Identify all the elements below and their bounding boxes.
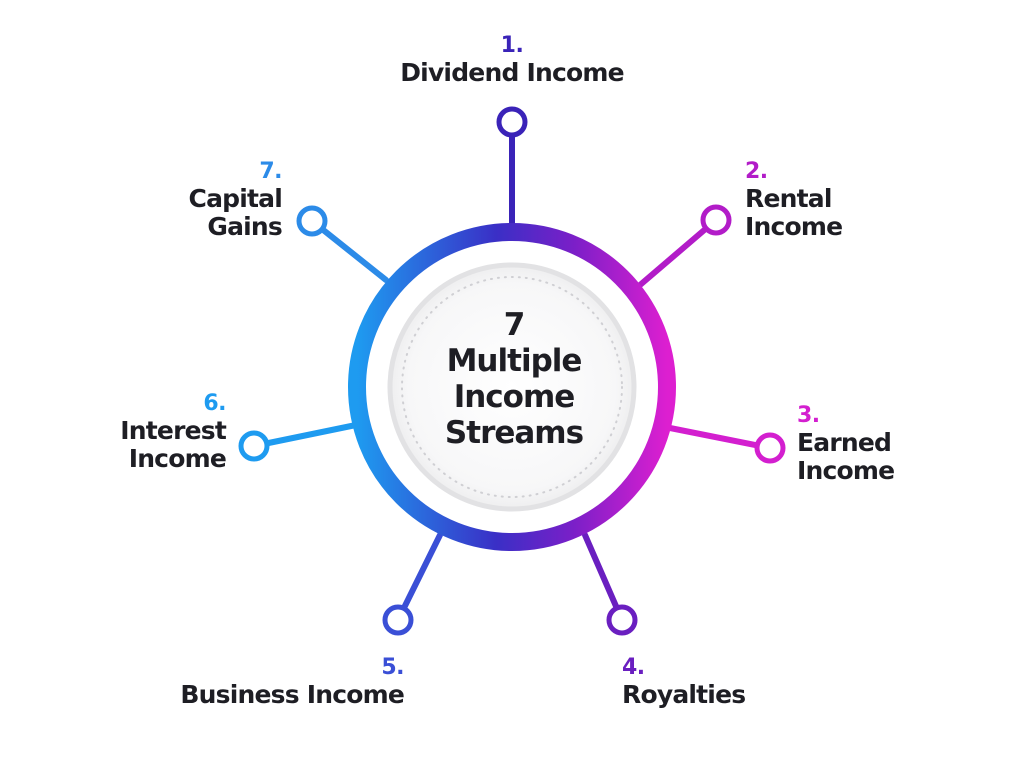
stream-number-4: 4. bbox=[622, 655, 645, 680]
stream-label-1: 1. Dividend Income bbox=[380, 33, 644, 87]
stream-title-5: Business Income bbox=[180, 679, 404, 709]
connector-node-5 bbox=[382, 604, 414, 636]
connector-node-1 bbox=[496, 106, 528, 138]
stream-title-3b: Income bbox=[797, 455, 895, 485]
connector-nodes bbox=[238, 106, 786, 636]
stream-label-3: 3. Earned Income bbox=[797, 403, 997, 485]
connector-node-4 bbox=[606, 604, 638, 636]
center-line-3: Streams bbox=[444, 414, 584, 451]
connector-lines bbox=[251, 119, 773, 623]
stream-number-2: 2. bbox=[745, 159, 768, 184]
connector-line-7 bbox=[309, 218, 389, 283]
connector-line-3 bbox=[667, 425, 773, 451]
inner-grey-ring bbox=[387, 262, 637, 512]
stream-title-6a: Interest bbox=[120, 415, 227, 445]
connector-line-6 bbox=[251, 422, 359, 449]
connector-line-5 bbox=[395, 532, 443, 623]
stream-title-4: Royalties bbox=[622, 679, 746, 709]
stream-title-1: Dividend Income bbox=[400, 57, 624, 87]
center-number: 7 bbox=[503, 307, 526, 343]
stream-title-7b: Gains bbox=[207, 211, 282, 241]
stream-label-2: 2. Rental Income bbox=[745, 159, 925, 241]
stream-number-3: 3. bbox=[797, 403, 820, 428]
stream-label-7: 7. Capital Gains bbox=[100, 159, 283, 241]
connector-line-2 bbox=[637, 217, 719, 288]
connector-node-7 bbox=[296, 205, 328, 237]
stream-title-2a: Rental bbox=[745, 183, 832, 213]
stream-number-1: 1. bbox=[500, 33, 524, 58]
stream-title-6b: Income bbox=[128, 443, 227, 473]
stream-number-7: 7. bbox=[259, 159, 282, 184]
center-line-1: Multiple bbox=[446, 342, 583, 379]
stream-label-5: 5. Business Income bbox=[140, 655, 404, 709]
connector-node-6 bbox=[238, 430, 270, 462]
center-title: 7 Multiple Income Streams bbox=[414, 307, 614, 452]
inner-dotted-ring bbox=[401, 276, 623, 498]
connector-node-3 bbox=[754, 432, 786, 464]
stream-label-4: 4. Royalties bbox=[622, 655, 822, 709]
center-line-2: Income bbox=[453, 378, 576, 415]
stream-title-7a: Capital bbox=[188, 183, 283, 213]
stream-number-6: 6. bbox=[203, 391, 226, 416]
stream-title-3a: Earned bbox=[797, 427, 892, 457]
connector-node-2 bbox=[700, 204, 732, 236]
stream-number-5: 5. bbox=[381, 655, 404, 680]
stream-label-6: 6. Interest Income bbox=[40, 391, 227, 473]
stream-title-2b: Income bbox=[745, 211, 843, 241]
